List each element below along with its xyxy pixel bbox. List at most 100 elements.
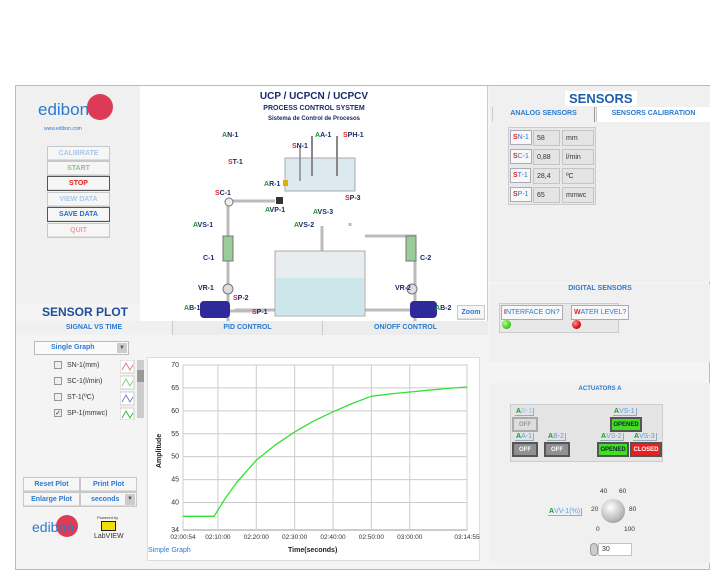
label-avp1: AVP-1: [265, 207, 286, 214]
y-tick-label: 40: [171, 500, 179, 507]
diagram-title: UCP / UCPCN / UCPCV: [259, 91, 369, 102]
x-tick-label: 03:14:55: [454, 534, 480, 541]
calibrate-button[interactable]: CALIBRATE: [47, 146, 110, 161]
checkbox[interactable]: [54, 393, 62, 401]
diagram-subtitle-es: Sistema de Control de Procesos: [267, 116, 361, 122]
valve-label-avv1: AVV-1(%): [548, 508, 583, 516]
logo-text: edibon: [32, 519, 75, 535]
flow-sensor-sc1: [224, 197, 234, 207]
sensor-label-sp1: SP-1: [510, 187, 532, 202]
label-sn1: SN-1: [292, 143, 308, 150]
logo-url: www.edibon.com: [44, 126, 82, 132]
plot-area: [182, 364, 468, 531]
data-point: [198, 515, 200, 517]
actuator-avs2-button[interactable]: OPENED: [597, 442, 629, 457]
water-level-indicator-led: [572, 320, 581, 329]
legend-scrollbar: [137, 360, 144, 418]
actuator-avs3-button[interactable]: CLOSED: [630, 442, 662, 457]
legend-swatch-sn1: [121, 361, 134, 371]
signal-label: SP-1(mmwc): [67, 409, 108, 417]
label-vr1: VR-1: [198, 285, 214, 292]
signal-checkbox-sc1[interactable]: SC-1(l/min): [54, 377, 102, 385]
label-c2: C-2: [420, 255, 432, 262]
interface-indicator-led: [502, 320, 511, 329]
tab-analog-sensors[interactable]: ANALOG SENSORS: [492, 107, 595, 122]
valve-increment-stepper[interactable]: [590, 543, 598, 556]
legend-swatch-sc1: [121, 377, 134, 387]
label-avs1: AVS-1: [193, 222, 214, 229]
chevron-down-icon: ▼: [125, 494, 135, 505]
actuator-ar1-button[interactable]: OFF: [512, 417, 538, 432]
data-point: [409, 391, 411, 393]
dial-tick-80: 80: [629, 506, 637, 513]
data-point: [236, 481, 238, 483]
y-tick-label: 45: [171, 477, 179, 484]
actuator-avs1-button[interactable]: OPENED: [610, 417, 642, 432]
data-point: [351, 402, 353, 405]
actuator-aa1-button[interactable]: OFF: [512, 442, 538, 457]
actuator-ab2-button[interactable]: OFF: [544, 442, 570, 457]
sensor-plot-title: SENSOR PLOT: [42, 305, 129, 319]
process-diagram: UCP / UCPCN / UCPCV PROCESS CONTROL SYST…: [140, 86, 488, 321]
tab-onoff-control[interactable]: ON/OFF CONTROL: [322, 321, 488, 335]
sensor-value-sc1: 0,88: [533, 149, 560, 165]
upper-tank: [284, 157, 356, 192]
zoom-button[interactable]: Zoom: [457, 305, 485, 320]
view-data-button[interactable]: VIEW DATA: [47, 192, 110, 207]
data-point: [332, 411, 334, 413]
label-avs2: AVS-2: [294, 222, 315, 229]
time-unit-dropdown[interactable]: seconds ▼: [80, 492, 137, 507]
process-schematic: [200, 136, 437, 321]
data-point: [274, 444, 277, 446]
enlarge-plot-button[interactable]: Enlarge Plot: [23, 492, 80, 507]
quit-button[interactable]: QUIT: [47, 223, 110, 238]
proportional-valve-avp1: [276, 197, 283, 204]
digital-label-interface: INTERFACE ON?: [501, 305, 563, 320]
pump-ab2: [410, 301, 437, 318]
start-button[interactable]: START: [47, 161, 110, 176]
tab-signal-vs-time[interactable]: SIGNAL VS TIME: [16, 321, 172, 335]
graph-mode-dropdown[interactable]: Single Graph ▼: [34, 341, 129, 355]
sensor-label-sc1: SC-1: [510, 149, 532, 164]
signal-label: SN-1(mm): [67, 361, 100, 369]
label-an1: AN-1: [222, 132, 239, 139]
sensor-unit-sn1: mm: [562, 130, 594, 146]
checkbox-checked[interactable]: ✓: [54, 409, 62, 417]
label-ab1: AB-1: [184, 305, 201, 312]
signal-legend-swatches: [120, 360, 144, 420]
digital-label-water-level: WATER LEVEL?: [571, 305, 630, 320]
signal-checkbox-sn1[interactable]: SN-1(mm): [54, 361, 99, 369]
label-sc1: SC-1: [215, 190, 231, 197]
label-avs3: AVS-3: [313, 209, 334, 216]
signal-checkbox-st1[interactable]: ST-1(ºC): [54, 393, 94, 401]
valve-value-input[interactable]: 30: [598, 543, 632, 556]
heater-ar1: [283, 180, 288, 186]
checkbox[interactable]: [54, 361, 62, 369]
label-st1: ST-1: [228, 159, 243, 166]
reset-plot-button[interactable]: Reset Plot: [23, 477, 80, 492]
x-tick-label: 02:10:00: [205, 534, 231, 541]
sensor-label-sn1: SN-1: [510, 130, 532, 145]
signal-label: ST-1(ºC): [67, 393, 95, 401]
checkbox[interactable]: [54, 377, 62, 385]
dial-tick-40: 40: [600, 488, 608, 495]
actuators-title: ACTUATORS A: [578, 386, 622, 392]
x-tick-label: 02:50:00: [359, 534, 385, 541]
y-tick-label: 50: [171, 454, 179, 461]
logo-text: edibon: [38, 100, 90, 119]
time-unit-value: seconds: [91, 496, 120, 503]
lower-tank-water: [276, 278, 364, 315]
save-data-button[interactable]: SAVE DATA: [47, 207, 110, 222]
sensor-unit-sp1: mmwc: [562, 187, 594, 203]
x-tick-label: 02:30:00: [282, 534, 308, 541]
tab-sensors-calibration[interactable]: SENSORS CALIBRATION: [596, 107, 710, 122]
print-plot-button[interactable]: Print Plot: [80, 477, 137, 492]
valve-dial-knob[interactable]: [601, 499, 625, 523]
tab-pid-control[interactable]: PID CONTROL: [172, 321, 322, 335]
labview-icon: [101, 521, 116, 531]
graph-mode-value: Single Graph: [51, 344, 95, 351]
signal-checkbox-sp1[interactable]: ✓ SP-1(mmwc): [54, 409, 107, 417]
stop-button[interactable]: STOP: [47, 176, 110, 191]
sensor-value-sn1: 58: [533, 130, 560, 146]
